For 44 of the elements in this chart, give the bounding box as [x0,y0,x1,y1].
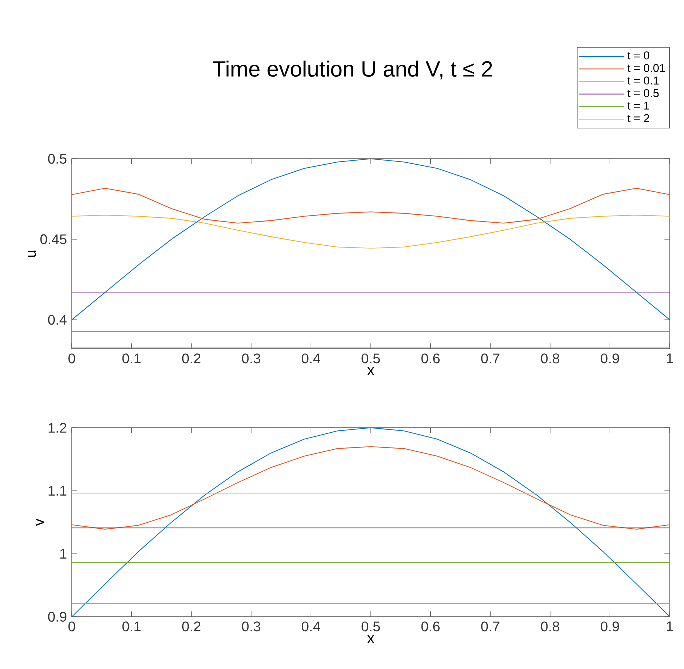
line-series [72,446,670,530]
y-tick-label: 0.9 [48,612,67,622]
x-tick-label: 0.5 [362,622,380,632]
x-tick-label: 0.4 [302,354,321,364]
x-tick-label: 0.6 [422,622,440,632]
x-tick-label: 0.8 [541,354,560,364]
y-tick-label: 0.4 [48,315,67,325]
x-axis-title: x [368,635,375,644]
x-tick-label: 1 [667,354,674,364]
x-tick-label: 1 [667,622,674,632]
legend-label: t = 1 [628,102,650,110]
line-series [72,214,670,249]
x-tick-label: 0.1 [122,622,141,632]
y-tick-label: 1 [60,549,67,559]
x-tick-label: 0.7 [481,354,500,364]
x-tick-label: 0.4 [302,622,321,632]
x-tick-label: 0.9 [601,354,620,364]
legend-label: t = 0.01 [628,64,666,72]
y-tick-label: 1.2 [48,423,67,433]
line-series [72,188,670,224]
x-tick-label: 0.3 [242,354,261,364]
legend-label: t = 2 [628,114,650,122]
y-tick-label: 0.5 [48,154,67,164]
x-tick-label: 0.2 [182,622,201,632]
y-tick-label: 1.1 [48,486,67,496]
chart-title: Time evolution U and V, t ≤ 2 [213,60,492,80]
line-series [72,428,670,618]
legend-label: t = 0 [628,52,650,60]
x-tick-label: 0.9 [601,622,620,632]
x-tick-label: 0.3 [242,622,261,632]
x-tick-label: 0.6 [422,354,440,364]
legend-label: t = 0.5 [628,89,659,98]
x-tick-label: 0.1 [122,354,141,364]
x-tick-label: 0 [68,354,76,364]
x-tick-label: 0.7 [481,622,500,632]
legend-label: t = 0.1 [628,76,659,85]
y-axis-title: v [36,518,44,526]
y-tick-label: 0.45 [40,234,67,244]
x-tick-label: 0.2 [182,354,201,364]
x-tick-label: 0 [68,622,76,632]
x-tick-label: 0.8 [541,622,560,632]
x-axis-title: x [368,367,375,376]
y-axis-title: u [28,250,36,258]
x-tick-label: 0.5 [362,354,380,364]
